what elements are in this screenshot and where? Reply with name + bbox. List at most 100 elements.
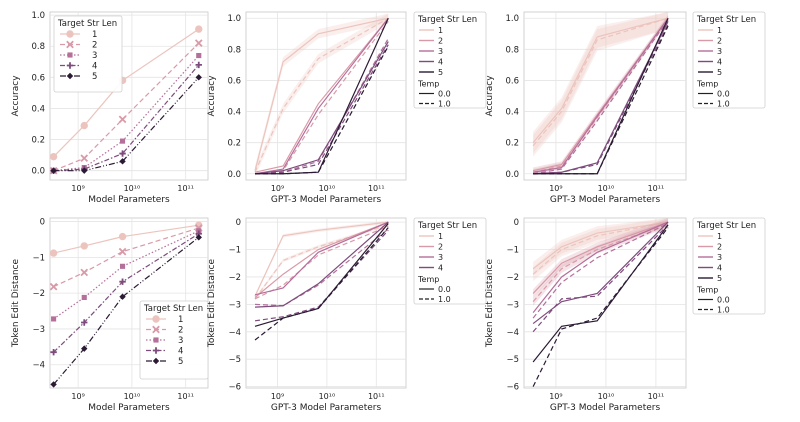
legend-marker xyxy=(152,357,160,365)
series-line-1 xyxy=(532,17,669,144)
y-axis-label: Accuracy xyxy=(207,75,217,117)
data-point-marker xyxy=(51,316,57,322)
y-tick-label: 0.8 xyxy=(505,45,519,55)
series-line-5 xyxy=(532,227,669,387)
legend-label: 1.0 xyxy=(717,306,730,315)
series-line-3 xyxy=(254,17,389,175)
legend-label: 4 xyxy=(438,58,443,67)
data-point-marker xyxy=(118,247,127,256)
y-tick-label: 1.0 xyxy=(31,11,45,21)
y-axis-label: Token Edit Distance xyxy=(207,258,217,348)
legend-label: 2 xyxy=(178,326,183,336)
series-band xyxy=(533,218,669,276)
data-point-marker xyxy=(49,152,58,161)
legend-label: 0.0 xyxy=(438,90,451,99)
legend-label: 1 xyxy=(178,315,183,325)
legend-marker xyxy=(152,315,160,323)
y-axis-label: Token Edit Distance xyxy=(11,258,21,348)
legend-label: 2 xyxy=(717,243,722,252)
legend-marker xyxy=(66,40,74,49)
x-tick-label: 10⁹ xyxy=(271,392,284,401)
series-band xyxy=(533,12,669,157)
y-tick-label: 0.2 xyxy=(31,136,45,146)
legend-marker xyxy=(66,62,74,69)
legend-label: 1.0 xyxy=(717,100,730,109)
legend-box xyxy=(413,217,487,305)
chart-panel-d: 0 −1 −2 −3 −4 10⁹ 10¹⁰ 10¹¹ Model Parameters Toke… xyxy=(11,218,209,413)
series-line-1 xyxy=(254,221,389,297)
x-tick-label: 10⁹ xyxy=(271,184,284,193)
legend-marker xyxy=(67,52,73,58)
y-tick-label: −3 xyxy=(506,300,519,310)
plot-area xyxy=(245,11,407,181)
y-tick-label: −2 xyxy=(228,273,241,283)
x-tick-label: 10¹¹ xyxy=(368,184,385,193)
x-axis-label: Model Parameters xyxy=(88,195,170,205)
legend-label: 1 xyxy=(717,232,722,241)
chart-panel-a: 0.0 0.2 0.4 0.6 0.8 1.0 10⁹ 10¹⁰ 10¹¹ Model Param… xyxy=(11,11,209,205)
legend-label: 5 xyxy=(717,68,722,77)
legend-label: 1 xyxy=(438,232,443,241)
x-tick-label: 10¹⁰ xyxy=(124,392,141,401)
data-point-marker xyxy=(119,150,126,157)
series-line-1 xyxy=(53,28,200,158)
data-point-marker xyxy=(195,234,202,241)
y-tick-label: 0.4 xyxy=(31,104,45,114)
y-tick-label: −2 xyxy=(506,273,519,283)
series-band xyxy=(533,12,669,154)
y-tick-label: 0.2 xyxy=(227,139,241,149)
data-point-marker xyxy=(118,115,127,124)
series-line-1 xyxy=(532,221,669,270)
x-tick-label: 10¹¹ xyxy=(648,392,665,401)
legend-label: 4 xyxy=(92,62,97,72)
legend-box xyxy=(692,217,766,315)
x-tick-label: 10⁹ xyxy=(71,184,84,193)
y-tick-label: 0.0 xyxy=(31,167,45,177)
series-line-1 xyxy=(254,17,389,173)
x-tick-label: 10¹¹ xyxy=(648,184,665,193)
legend-temp-title: Temp xyxy=(417,275,439,284)
x-tick-label: 10¹⁰ xyxy=(319,392,336,401)
series-line-4 xyxy=(53,233,200,353)
x-tick-label: 10⁹ xyxy=(549,392,562,401)
legend-title: Target Str Len xyxy=(696,221,756,231)
legend-label: 5 xyxy=(717,274,722,283)
data-point-marker xyxy=(80,121,88,130)
series-line-4 xyxy=(53,64,200,172)
legend-label: 4 xyxy=(717,264,722,273)
data-point-marker xyxy=(118,232,127,241)
series-line-5 xyxy=(254,227,389,341)
series-line-5 xyxy=(53,236,200,385)
y-tick-label: 1.0 xyxy=(505,14,519,24)
legend-label: 3 xyxy=(92,51,97,61)
data-point-marker xyxy=(49,249,58,257)
series-line-1 xyxy=(532,17,669,147)
y-tick-label: 0.4 xyxy=(227,108,241,118)
legend-label: 1 xyxy=(438,26,443,35)
series-line-2 xyxy=(254,17,389,173)
legend-label: 3 xyxy=(717,47,722,56)
legend-title: Target Str Len xyxy=(143,304,203,314)
series-line-4 xyxy=(254,229,389,322)
legend-label: 1 xyxy=(717,26,722,35)
legend-label: 2 xyxy=(438,37,443,46)
y-tick-label: −6 xyxy=(228,383,241,393)
legend-label: 0.0 xyxy=(717,296,730,305)
y-tick-label: 0.6 xyxy=(227,76,241,86)
x-tick-label: 10¹⁰ xyxy=(124,184,141,193)
chart-panel-c: 0.0 0.2 0.4 0.6 0.8 1.0 10⁹ 10¹⁰ 10¹¹ GPT-3 Model… xyxy=(485,11,766,205)
legend-title: Target Str Len xyxy=(417,15,477,25)
y-tick-label: −1 xyxy=(32,253,45,263)
y-tick-label: −3 xyxy=(32,325,45,335)
chart-panel-e: 0 −1 −2 −3 −4 −5 −6 10⁹ 10¹⁰ 10¹¹ GPT-3 Model Para… xyxy=(207,217,487,413)
legend-label: 5 xyxy=(178,357,183,367)
y-tick-label: 0 xyxy=(236,218,241,228)
legend-label: 0.0 xyxy=(438,285,451,294)
data-point-marker xyxy=(119,263,126,269)
legend-label: 3 xyxy=(178,336,183,346)
series-band xyxy=(255,223,389,301)
series-line-4 xyxy=(254,41,389,175)
